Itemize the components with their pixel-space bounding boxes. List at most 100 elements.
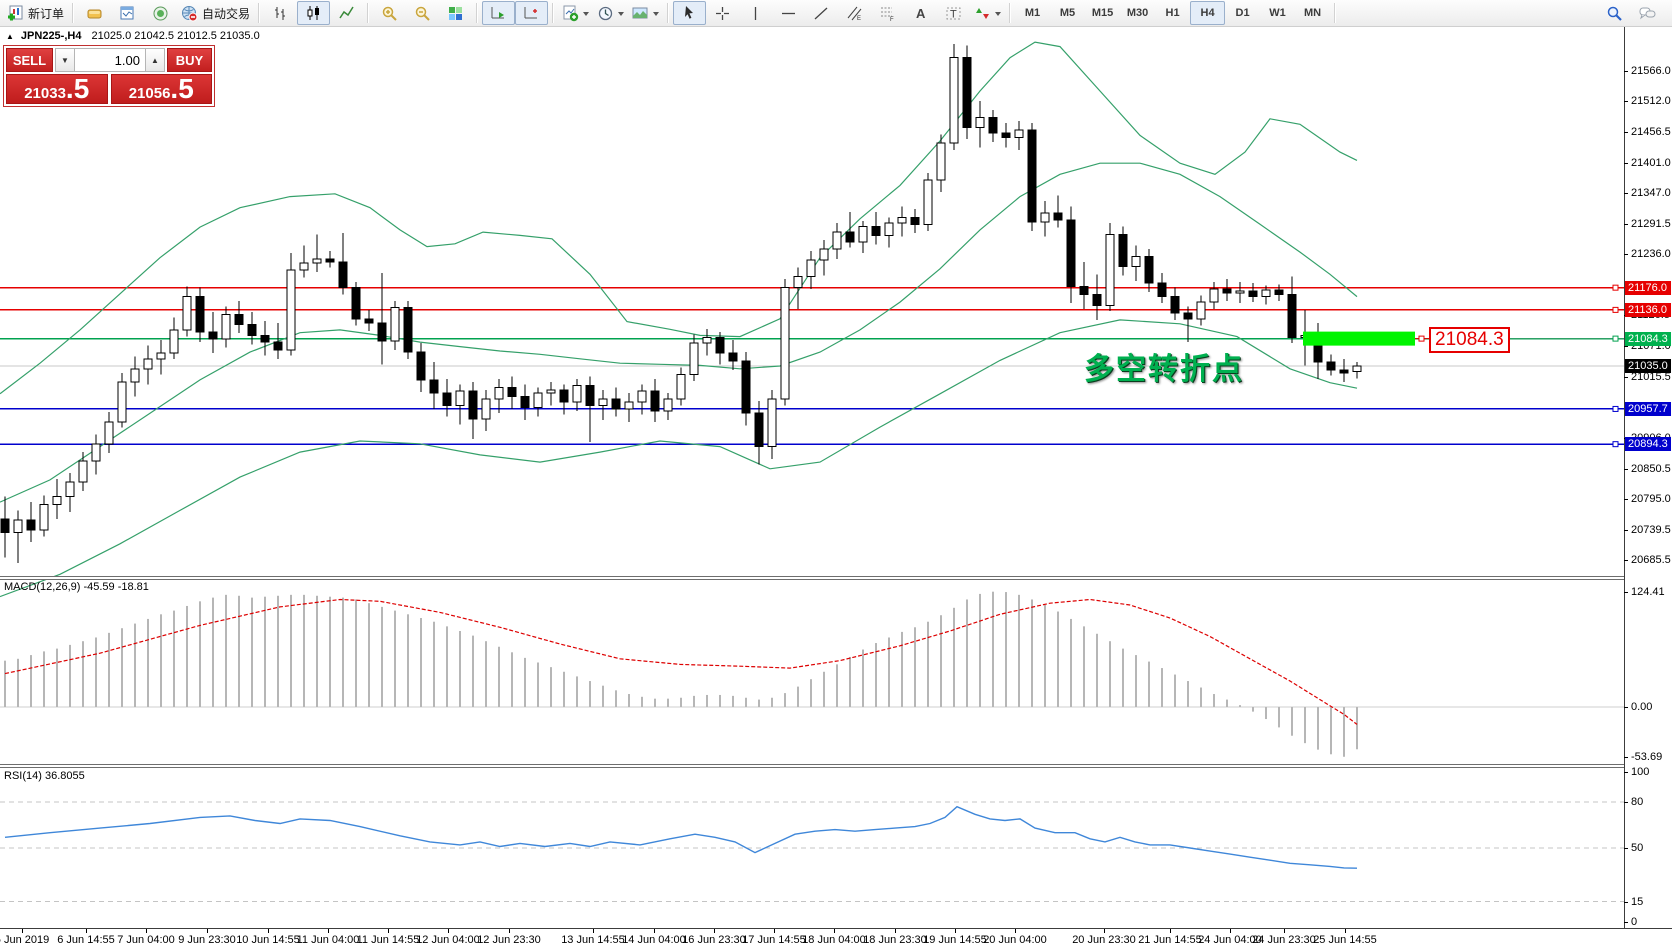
- trendline-button[interactable]: [805, 1, 838, 25]
- hline-button[interactable]: [772, 1, 805, 25]
- time-axis-label: 17 Jun 14:55: [742, 934, 806, 946]
- rsi-axis-tick: [1624, 771, 1628, 773]
- timeframe-m15[interactable]: M15: [1091, 7, 1114, 19]
- buy-price[interactable]: 21056 .5: [110, 73, 212, 104]
- svg-text:E: E: [857, 16, 861, 22]
- rsi-indicator-label: RSI(14) 36.8055: [4, 770, 85, 782]
- volume-input[interactable]: [74, 48, 145, 72]
- timeframe-w1[interactable]: W1: [1269, 7, 1286, 19]
- buy-button[interactable]: BUY: [166, 48, 212, 72]
- autotrading-button[interactable]: 自动交易: [177, 1, 254, 25]
- chart-shift-button[interactable]: [515, 1, 549, 25]
- new-order-button[interactable]: 新订单: [3, 1, 68, 25]
- time-axis-label: 9 Jun 23:30: [178, 934, 236, 946]
- pane-separator[interactable]: [0, 576, 1624, 580]
- price-axis-label: 20685.5: [1631, 554, 1671, 567]
- chart-area[interactable]: ▲ JPN225-,H4 21025.0 21042.5 21012.5 210…: [0, 27, 1672, 947]
- periods-button[interactable]: [593, 1, 628, 25]
- price-axis-label: 21566.0: [1631, 65, 1671, 77]
- price-axis-label: 21236.0: [1631, 248, 1671, 261]
- data-window-button[interactable]: [111, 1, 144, 25]
- price-callout-label[interactable]: 21084.3: [1429, 327, 1510, 353]
- price-axis-tick: [1624, 468, 1628, 470]
- price-axis-tick: [1624, 560, 1628, 562]
- data-window-icon: [119, 5, 136, 22]
- macd-axis-tick: [1624, 707, 1628, 708]
- volume-decrease-button[interactable]: ▼: [54, 48, 75, 72]
- time-axis-tick: [268, 929, 269, 933]
- price-axis-tick: [1624, 530, 1628, 532]
- zoom-out-button[interactable]: [406, 1, 439, 25]
- price-axis-label: 20795.0: [1631, 493, 1671, 506]
- time-axis-tick: [1284, 929, 1285, 933]
- sell-button[interactable]: SELL: [6, 48, 53, 72]
- cursor-button[interactable]: [673, 1, 707, 25]
- timeframe-h1[interactable]: H1: [1165, 7, 1180, 19]
- collapse-panel-icon[interactable]: ▲: [6, 31, 14, 41]
- label-button[interactable]: T: [937, 1, 970, 25]
- chevron-down-icon[interactable]: [618, 11, 625, 19]
- volume-increase-button[interactable]: ▲: [144, 48, 165, 72]
- time-axis-tick: [1230, 929, 1231, 933]
- price-axis-tick: [1624, 162, 1628, 164]
- timeframe-d1[interactable]: D1: [1235, 7, 1250, 19]
- line-chart-button[interactable]: [330, 1, 363, 25]
- chat-button[interactable]: [1631, 1, 1664, 25]
- macd-axis-tick: [1624, 591, 1628, 593]
- time-axis[interactable]: 5 Jun 2019 6 Jun 14:55 7 Jun 04:00 9 Jun 23…: [0, 928, 1672, 947]
- navigator-button[interactable]: [144, 1, 177, 25]
- sell-price-fraction: .5: [65, 73, 90, 104]
- time-axis-label: 11 Jun 14:55: [356, 934, 420, 946]
- toolbar-separator: [552, 3, 555, 23]
- chevron-down-icon[interactable]: [653, 11, 660, 19]
- shapes-button[interactable]: [970, 1, 1005, 25]
- rsi-axis-label: 15: [1631, 895, 1644, 908]
- price-axis-label: 21512.0: [1631, 95, 1671, 107]
- channel-icon: E: [846, 5, 863, 22]
- time-axis-tick: [654, 929, 655, 933]
- auto-scroll-button[interactable]: [482, 1, 516, 25]
- tile-windows-button[interactable]: [439, 1, 472, 25]
- time-axis-tick: [1104, 929, 1105, 933]
- indicators-button[interactable]: [558, 1, 593, 25]
- chevron-down-icon[interactable]: [995, 11, 1002, 19]
- crosshair-icon: [714, 5, 731, 22]
- search-button[interactable]: [1598, 1, 1631, 25]
- time-axis-tick: [1170, 929, 1171, 933]
- text-button[interactable]: A: [904, 1, 937, 25]
- channel-button[interactable]: E: [838, 1, 871, 25]
- vline-button[interactable]: [739, 1, 772, 25]
- search-icon: [1606, 5, 1623, 22]
- price-axis-label: 20850.5: [1631, 462, 1671, 475]
- templates-button[interactable]: [628, 1, 663, 25]
- rsi-axis-tick: [1624, 802, 1628, 804]
- rsi-axis-tick: [1624, 922, 1628, 923]
- price-axis-label: 21291.5: [1631, 217, 1671, 230]
- chart-text-annotation[interactable]: 多空转折点: [1084, 353, 1244, 386]
- time-axis-tick: [207, 929, 208, 933]
- timeframe-m5[interactable]: M5: [1059, 7, 1076, 19]
- bar-chart-button[interactable]: [264, 1, 297, 25]
- level-price-label: 20957.7: [1625, 401, 1671, 416]
- market-watch-button[interactable]: [78, 1, 111, 25]
- time-axis-label: 12 Jun 04:00: [416, 934, 480, 946]
- time-axis-tick: [593, 929, 594, 933]
- price-axis-tick: [1624, 346, 1628, 347]
- buy-price-fraction: .5: [170, 73, 194, 104]
- crosshair-button[interactable]: [706, 1, 739, 25]
- timeframe-m1[interactable]: M1: [1024, 7, 1041, 19]
- pane-separator[interactable]: [0, 764, 1624, 768]
- fibo-button[interactable]: F: [871, 1, 904, 25]
- price-axis-label: 21401.0: [1631, 156, 1671, 169]
- timeframe-h4[interactable]: H4: [1190, 1, 1226, 25]
- timeframe-mn[interactable]: MN: [1303, 7, 1322, 19]
- level-price-label: 21176.0: [1625, 280, 1671, 295]
- new-order-icon: [7, 5, 24, 22]
- rsi-axis-label: 50: [1631, 842, 1644, 854]
- sell-price[interactable]: 21033 .5: [6, 74, 108, 104]
- timeframe-m30[interactable]: M30: [1126, 7, 1149, 19]
- chevron-down-icon[interactable]: [583, 11, 590, 19]
- time-axis-tick: [146, 929, 147, 933]
- zoom-in-button[interactable]: [373, 1, 406, 25]
- candle-chart-button[interactable]: [297, 1, 331, 25]
